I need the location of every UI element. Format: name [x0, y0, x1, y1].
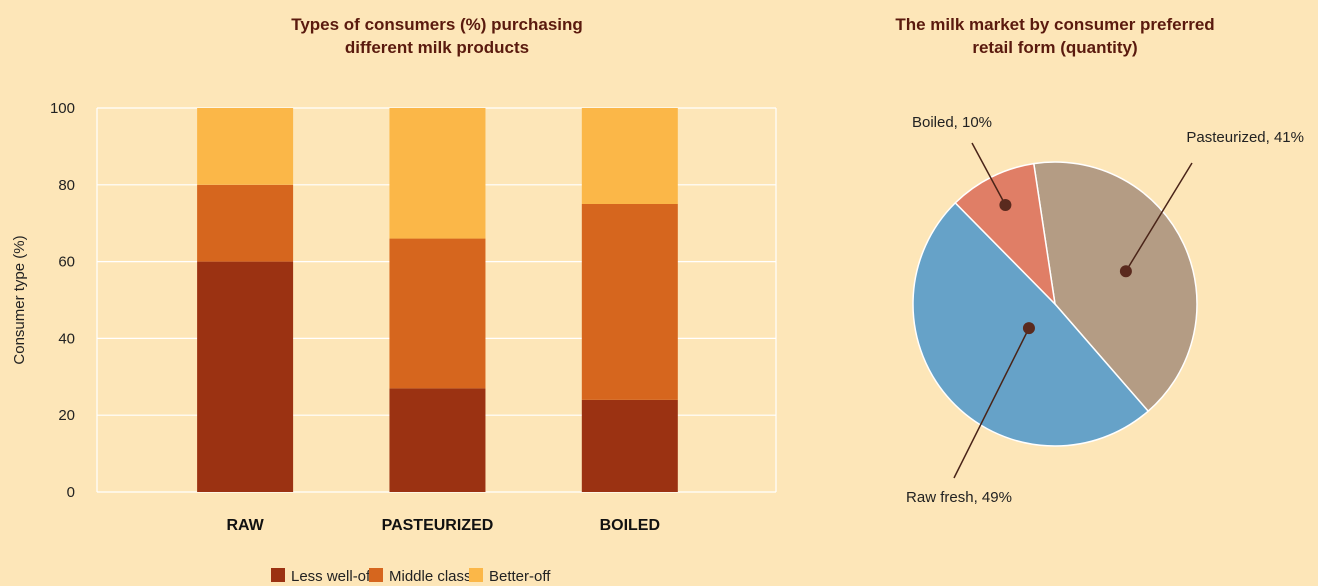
bar-segment-pasteurized-better-off	[389, 108, 486, 239]
legend-item: Better-off	[469, 568, 551, 585]
pie-callout: Raw fresh, 49%	[906, 322, 1035, 506]
legend-label: Middle class	[389, 568, 472, 585]
bar-segment-pasteurized-less-well-off	[389, 388, 486, 492]
legend-label: Better-off	[489, 568, 551, 585]
pie-slice-label: Raw fresh, 49%	[906, 489, 1012, 506]
bar-chart-title-line1: Types of consumers (%) purchasing	[291, 15, 583, 34]
legend-swatch	[271, 568, 285, 582]
pie-slice-boiled	[954, 162, 1057, 307]
y-tick-label: 20	[58, 407, 75, 424]
y-tick-label: 80	[58, 177, 75, 194]
x-axis-categories: RAW PASTEURIZED BOILED	[226, 517, 660, 534]
bar-segment-boiled-middle-class	[581, 204, 678, 400]
legend-item: Middle class	[369, 568, 472, 585]
pie-labels: Pasteurized, 41% Raw fresh, 49% Boiled, 10…	[906, 114, 1304, 506]
legend-swatch	[369, 568, 383, 582]
y-tick-label: 60	[58, 254, 75, 271]
bar-chart-title-line2: different milk products	[345, 38, 529, 57]
y-tick-label: 100	[50, 100, 75, 117]
pie-callout: Pasteurized, 41%	[1119, 129, 1304, 278]
pie-slices	[912, 161, 1198, 447]
leader-dot	[1022, 322, 1035, 335]
y-tick-label: 40	[58, 330, 75, 347]
legend-swatch	[469, 568, 483, 582]
pie-chart-title-line1: The milk market by consumer preferred	[895, 15, 1214, 34]
leader-line	[971, 142, 1007, 206]
y-tick-label: 0	[67, 484, 75, 501]
bar-segment-boiled-better-off	[581, 108, 678, 204]
bar-segments	[197, 108, 678, 492]
x-category-label: PASTEURIZED	[382, 517, 494, 534]
bar-segment-raw-better-off	[197, 108, 294, 185]
pie-callout: Boiled, 10%	[912, 114, 1012, 211]
bar-segment-raw-less-well-off	[197, 261, 294, 492]
bar-segment-raw-middle-class	[197, 184, 294, 262]
x-category-label: BOILED	[600, 517, 660, 534]
y-axis-label: Consumer type (%)	[11, 235, 28, 364]
leader-line	[953, 327, 1030, 479]
leader-line	[1125, 162, 1193, 272]
pie-chart-title-line2: retail form (quantity)	[972, 38, 1137, 57]
bar-segment-pasteurized-middle-class	[389, 238, 486, 389]
legend-item: Less well-off	[271, 568, 375, 585]
pie-slice-pasteurized	[1032, 161, 1198, 413]
pie-slice-label: Boiled, 10%	[912, 114, 992, 131]
bar-segment-boiled-less-well-off	[581, 399, 678, 492]
bar-legend: Less well-off Middle class Better-off	[271, 568, 551, 585]
x-category-label: RAW	[226, 517, 264, 534]
y-axis-ticks: 0 20 40 60 80 100	[50, 100, 75, 501]
leader-dot	[1119, 265, 1132, 278]
leader-dot	[999, 198, 1012, 211]
legend-label: Less well-off	[291, 568, 375, 585]
pie-slice-label: Pasteurized, 41%	[1186, 129, 1304, 146]
